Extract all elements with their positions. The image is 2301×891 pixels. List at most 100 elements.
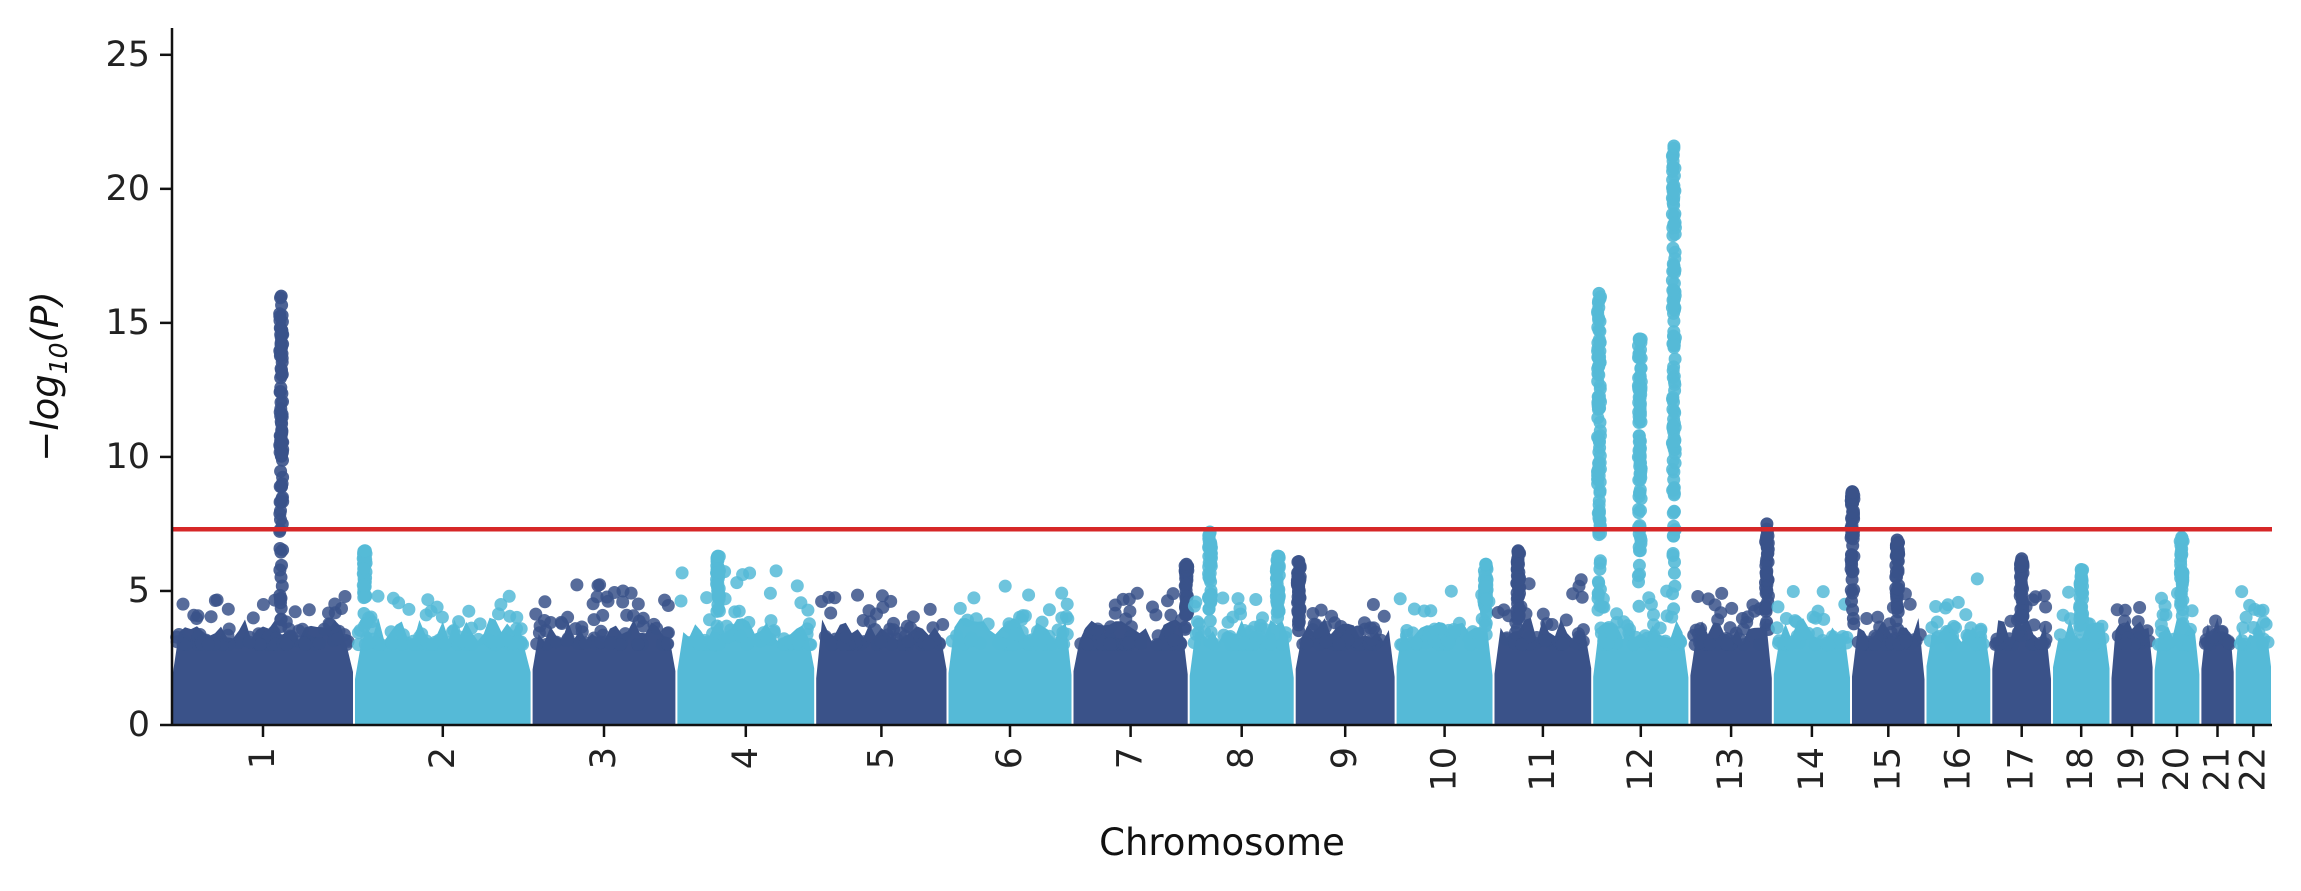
snp-point (631, 597, 645, 611)
snp-point (1556, 637, 1570, 651)
snp-point (1606, 627, 1620, 641)
peak-snp-point (1845, 529, 1858, 543)
snp-point (351, 638, 365, 652)
snp-point (707, 637, 721, 651)
snp-point (2088, 630, 2102, 644)
peak-top-point (358, 544, 372, 558)
snp-point (2206, 631, 2220, 644)
snp-point (1748, 604, 1762, 618)
snp-point (549, 635, 563, 649)
snp-point (923, 602, 937, 616)
peak-snp-point (1666, 283, 1680, 297)
peak-snp-point (1633, 405, 1647, 419)
snp-point (1314, 603, 1328, 617)
snp-point (1334, 620, 1348, 633)
snp-point (2062, 585, 2076, 599)
snp-point (1860, 612, 1874, 625)
peak-snp-point (274, 601, 288, 615)
snp-point (2239, 610, 2253, 624)
snp-point (1856, 637, 1870, 651)
snp-point (1733, 632, 1746, 646)
snp-point (620, 608, 634, 622)
x-tick-label: 5 (861, 747, 901, 769)
peak-snp-point (1512, 557, 1525, 571)
x-tick-label: 8 (1222, 747, 1262, 769)
peak-snp-point (274, 545, 288, 559)
snp-point (331, 632, 344, 646)
snp-point (1055, 586, 1069, 600)
snp-point (1735, 612, 1749, 625)
y-axis-title-tail: (P) (24, 291, 67, 342)
snp-point (554, 615, 568, 629)
peak-snp-point (1760, 547, 1774, 561)
snp-point (851, 588, 864, 602)
x-tick-label: 4 (726, 747, 766, 769)
snp-point (815, 595, 829, 608)
peak-snp-point (357, 591, 371, 605)
snp-point (1164, 608, 1178, 622)
snp-point (570, 578, 584, 592)
snp-point (1448, 625, 1462, 639)
snp-point (1638, 629, 1652, 643)
snp-point (1974, 622, 1988, 636)
peak-snp-point (1667, 314, 1681, 328)
snp-point (800, 627, 814, 641)
snp-point (922, 637, 935, 651)
snp-point (700, 591, 714, 605)
snp-point (1925, 621, 1939, 634)
snp-point (1319, 635, 1333, 649)
snp-point (604, 637, 617, 651)
peak-snp-point (1632, 575, 1645, 589)
snp-point (1789, 615, 1803, 629)
snp-point (516, 637, 530, 651)
snp-point (1923, 634, 1937, 648)
snp-point (1673, 634, 1687, 648)
peak-snp-point (1634, 361, 1648, 375)
peak-snp-point (1202, 602, 1216, 616)
snp-point (1836, 630, 1850, 643)
snp-point (2243, 598, 2257, 612)
x-tick-label: 21 (2198, 747, 2238, 792)
peak-top-point (1667, 139, 1681, 153)
snp-point (2140, 624, 2154, 638)
snp-point (510, 622, 523, 636)
peak-snp-point (273, 507, 287, 521)
snp-point (204, 610, 218, 624)
peak-snp-point (1292, 615, 1306, 629)
snp-point (1951, 595, 1965, 609)
peak-snp-point (1668, 378, 1682, 391)
snp-point (998, 579, 1012, 593)
x-tick-label: 7 (1111, 747, 1151, 769)
snp-point (2131, 615, 2145, 629)
snp-point (1364, 621, 1377, 635)
snp-point (1351, 625, 1365, 639)
snp-point (2235, 585, 2249, 599)
peak-snp-point (1591, 374, 1605, 388)
peak-snp-point (1666, 529, 1680, 543)
snp-point (874, 635, 888, 649)
snp-point (618, 627, 632, 641)
snp-point (1575, 590, 1589, 604)
snp-point (2066, 638, 2080, 652)
peak-snp-point (1632, 540, 1646, 554)
peak-snp-point (1593, 335, 1607, 349)
snp-point (1779, 612, 1793, 625)
snp-point (724, 623, 738, 637)
peak-snp-point (2174, 571, 2188, 585)
snp-point (1249, 593, 1263, 606)
snp-point (1817, 612, 1831, 626)
snp-point (884, 594, 898, 608)
snp-point (2133, 601, 2147, 614)
snp-point (2158, 599, 2172, 613)
peak-snp-point (1632, 383, 1646, 397)
snp-point (170, 630, 184, 644)
snp-point (1198, 625, 1212, 639)
snp-point (1715, 586, 1729, 600)
peak-snp-point (1593, 599, 1607, 613)
snp-point (884, 638, 898, 651)
snp-point (828, 591, 842, 605)
x-axis-title: Chromosome (1099, 821, 1345, 864)
snp-point (981, 617, 995, 631)
peak-snp-point (1593, 314, 1607, 328)
